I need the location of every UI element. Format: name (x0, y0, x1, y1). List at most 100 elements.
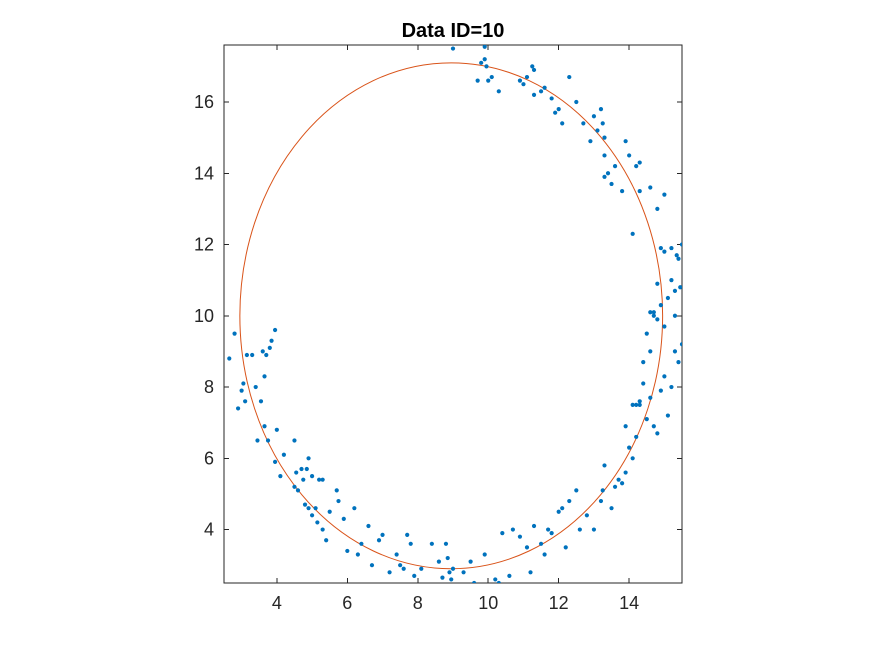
x-tick-label: 14 (619, 593, 639, 613)
scatter-point (281, 452, 286, 457)
scatter-point (299, 466, 304, 472)
scatter-point (620, 188, 625, 194)
scatter-point (612, 164, 618, 169)
scatter-point (591, 114, 597, 119)
y-tick-label: 16 (194, 92, 214, 112)
scatter-point (294, 470, 299, 475)
scatter-point (630, 231, 635, 236)
scatter-point (517, 78, 523, 83)
scatter-point (630, 402, 635, 407)
scatter-point (620, 481, 625, 486)
scatter-point (476, 584, 480, 588)
scatter-point (665, 413, 671, 418)
scatter-point (345, 548, 350, 554)
scatter-point (662, 249, 667, 254)
scatter-point (440, 575, 445, 580)
scatter-point (574, 99, 579, 105)
scatter-point (560, 506, 565, 511)
scatter-point (623, 139, 628, 144)
x-tick-label: 4 (272, 593, 282, 613)
scatter-point (630, 456, 635, 461)
scatter-point (655, 431, 660, 436)
scatter-point (366, 523, 371, 529)
scatter-point (387, 570, 392, 575)
scatter-point (475, 78, 480, 83)
scatter-point (542, 552, 547, 557)
scatter-point (278, 474, 283, 479)
scatter-point (662, 324, 667, 329)
scatter-point (672, 349, 678, 354)
scatter-point (531, 92, 537, 97)
scatter-point (563, 545, 568, 550)
scatter-point (419, 566, 424, 571)
scatter-point (334, 488, 339, 493)
scatter-point (549, 96, 554, 101)
scatter-point (605, 171, 611, 176)
scatter-point (602, 463, 607, 468)
scatter-point (327, 509, 332, 514)
scatter-point (472, 580, 477, 583)
scatter-point (496, 580, 501, 583)
scatter-point (253, 384, 258, 390)
scatter-point (651, 424, 656, 429)
scatter-point (612, 484, 618, 489)
scatter-point (269, 338, 274, 343)
scatter-point (658, 302, 663, 308)
scatter-point (641, 381, 646, 386)
scatter-point (616, 477, 621, 482)
scatter-point (641, 359, 646, 365)
scatter-point (658, 388, 663, 393)
scatter-point (262, 424, 267, 429)
scatter-point (679, 242, 682, 247)
scatter-point (302, 502, 308, 507)
scatter-point (600, 121, 605, 126)
scatter-point (489, 74, 494, 80)
scatter-point (567, 498, 572, 504)
scatter-point (482, 57, 487, 62)
scatter-point (274, 427, 279, 432)
scatter-point (272, 327, 278, 333)
scatter-point (235, 406, 241, 411)
scatter-point (320, 477, 325, 482)
scatter-point (560, 121, 565, 126)
scatter-point (598, 498, 604, 504)
scatter-point (658, 245, 663, 251)
scatter-point (359, 541, 364, 546)
scatter-point (496, 89, 501, 94)
plot-area: 4 6 8 10 12 14 4 6 8 10 12 14 16 (194, 44, 683, 613)
y-tick-label: 10 (194, 306, 214, 326)
scatter-point (669, 384, 674, 390)
scatter-point (674, 253, 679, 258)
scatter-point (648, 395, 653, 400)
x-tick-label: 12 (549, 593, 569, 613)
scatter-point (651, 310, 656, 315)
scatter-point (602, 153, 607, 158)
scatter-point (295, 488, 301, 493)
scatter-point (412, 573, 417, 578)
scatter-point (317, 477, 322, 482)
scatter-point (517, 534, 523, 539)
scatter-point (676, 359, 681, 365)
scatter-point (510, 527, 515, 532)
plot-marks (227, 45, 682, 588)
y-tick-label: 6 (204, 448, 214, 468)
scatter-point (524, 74, 530, 80)
scatter-point (627, 153, 632, 158)
scatter-point (672, 288, 678, 293)
x-tick-label: 8 (413, 593, 423, 613)
scatter-point (549, 531, 554, 536)
scatter-point (336, 498, 341, 504)
scatter-point (482, 552, 487, 557)
scatter-point (267, 345, 272, 350)
scatter-point (602, 174, 607, 179)
scatter-point (577, 527, 582, 532)
scatter-point (655, 317, 660, 322)
scatter-point (479, 60, 484, 65)
scatter-point (239, 388, 244, 393)
scatter-point (623, 470, 628, 475)
scatter-point (637, 399, 642, 404)
scatter-point (301, 477, 306, 482)
scatter-point (380, 532, 385, 538)
scatter-point (241, 381, 246, 386)
scatter-point (232, 331, 237, 336)
